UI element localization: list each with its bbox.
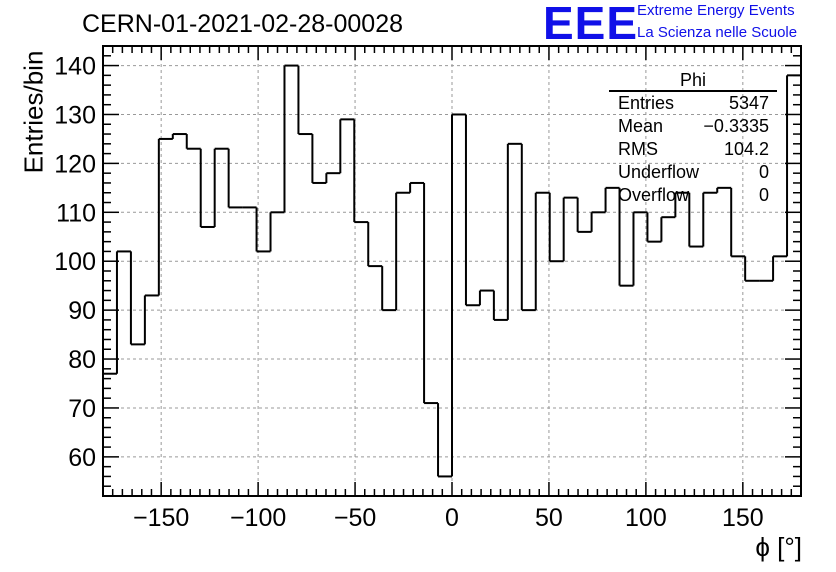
y-tick-label: 70 bbox=[68, 395, 96, 423]
stats-key: Entries bbox=[618, 93, 675, 113]
chart-title: CERN-01-2021-02-28-00028 bbox=[82, 10, 404, 38]
stats-key: Mean bbox=[618, 116, 664, 136]
logo-line-1: Extreme Energy Events bbox=[637, 2, 795, 19]
y-tick-label: 130 bbox=[54, 101, 96, 129]
y-tick-label: 80 bbox=[68, 346, 96, 374]
stats-value: 104.2 bbox=[723, 139, 769, 159]
axis-ticks bbox=[103, 45, 801, 496]
stats-value: 5347 bbox=[728, 93, 769, 113]
x-tick-label: 100 bbox=[625, 504, 667, 532]
x-tick-label: −50 bbox=[334, 504, 376, 532]
y-tick-label: 60 bbox=[68, 444, 96, 472]
stats-value: −0.3335 bbox=[703, 116, 769, 136]
histogram-series bbox=[103, 64, 801, 478]
axis-tick-labels: −150 −100 −50 0 50 100 150 60 70 80 90 100 110 120 130… bbox=[54, 53, 763, 532]
stats-row: Entries 5347 bbox=[609, 92, 777, 115]
x-axis-label: ϕ [°] bbox=[755, 532, 802, 562]
stats-key: RMS bbox=[618, 139, 658, 159]
y-axis-label: Entries/bin bbox=[18, 50, 49, 174]
y-tick-label: 120 bbox=[54, 150, 96, 178]
logo-mark: EEE bbox=[543, 0, 639, 49]
logo-line-2: La Scienza nelle Scuole bbox=[637, 24, 798, 41]
x-tick-label: 50 bbox=[535, 504, 563, 532]
stats-row: Mean −0.3335 bbox=[609, 115, 777, 138]
stats-box: Phi Entries 5347 Mean −0.3335 RMS 104.2 … bbox=[609, 70, 777, 207]
y-tick-label: 100 bbox=[54, 248, 96, 276]
stats-row: Underflow 0 bbox=[609, 161, 777, 184]
stats-value: 0 bbox=[758, 162, 769, 182]
y-tick-label: 110 bbox=[56, 199, 96, 227]
x-tick-label: −100 bbox=[230, 504, 286, 532]
stats-key: Overflow bbox=[618, 185, 690, 205]
y-tick-label: 90 bbox=[68, 297, 96, 325]
stats-row: RMS 104.2 bbox=[609, 138, 777, 161]
x-tick-label: 150 bbox=[722, 504, 764, 532]
stats-key: Underflow bbox=[618, 162, 700, 182]
y-tick-label: 140 bbox=[54, 53, 96, 81]
stats-row: Overflow 0 bbox=[609, 184, 777, 207]
x-tick-label: 0 bbox=[445, 504, 459, 532]
stats-box-title: Phi bbox=[609, 70, 777, 92]
stats-value: 0 bbox=[758, 185, 769, 205]
x-tick-label: −150 bbox=[133, 504, 189, 532]
